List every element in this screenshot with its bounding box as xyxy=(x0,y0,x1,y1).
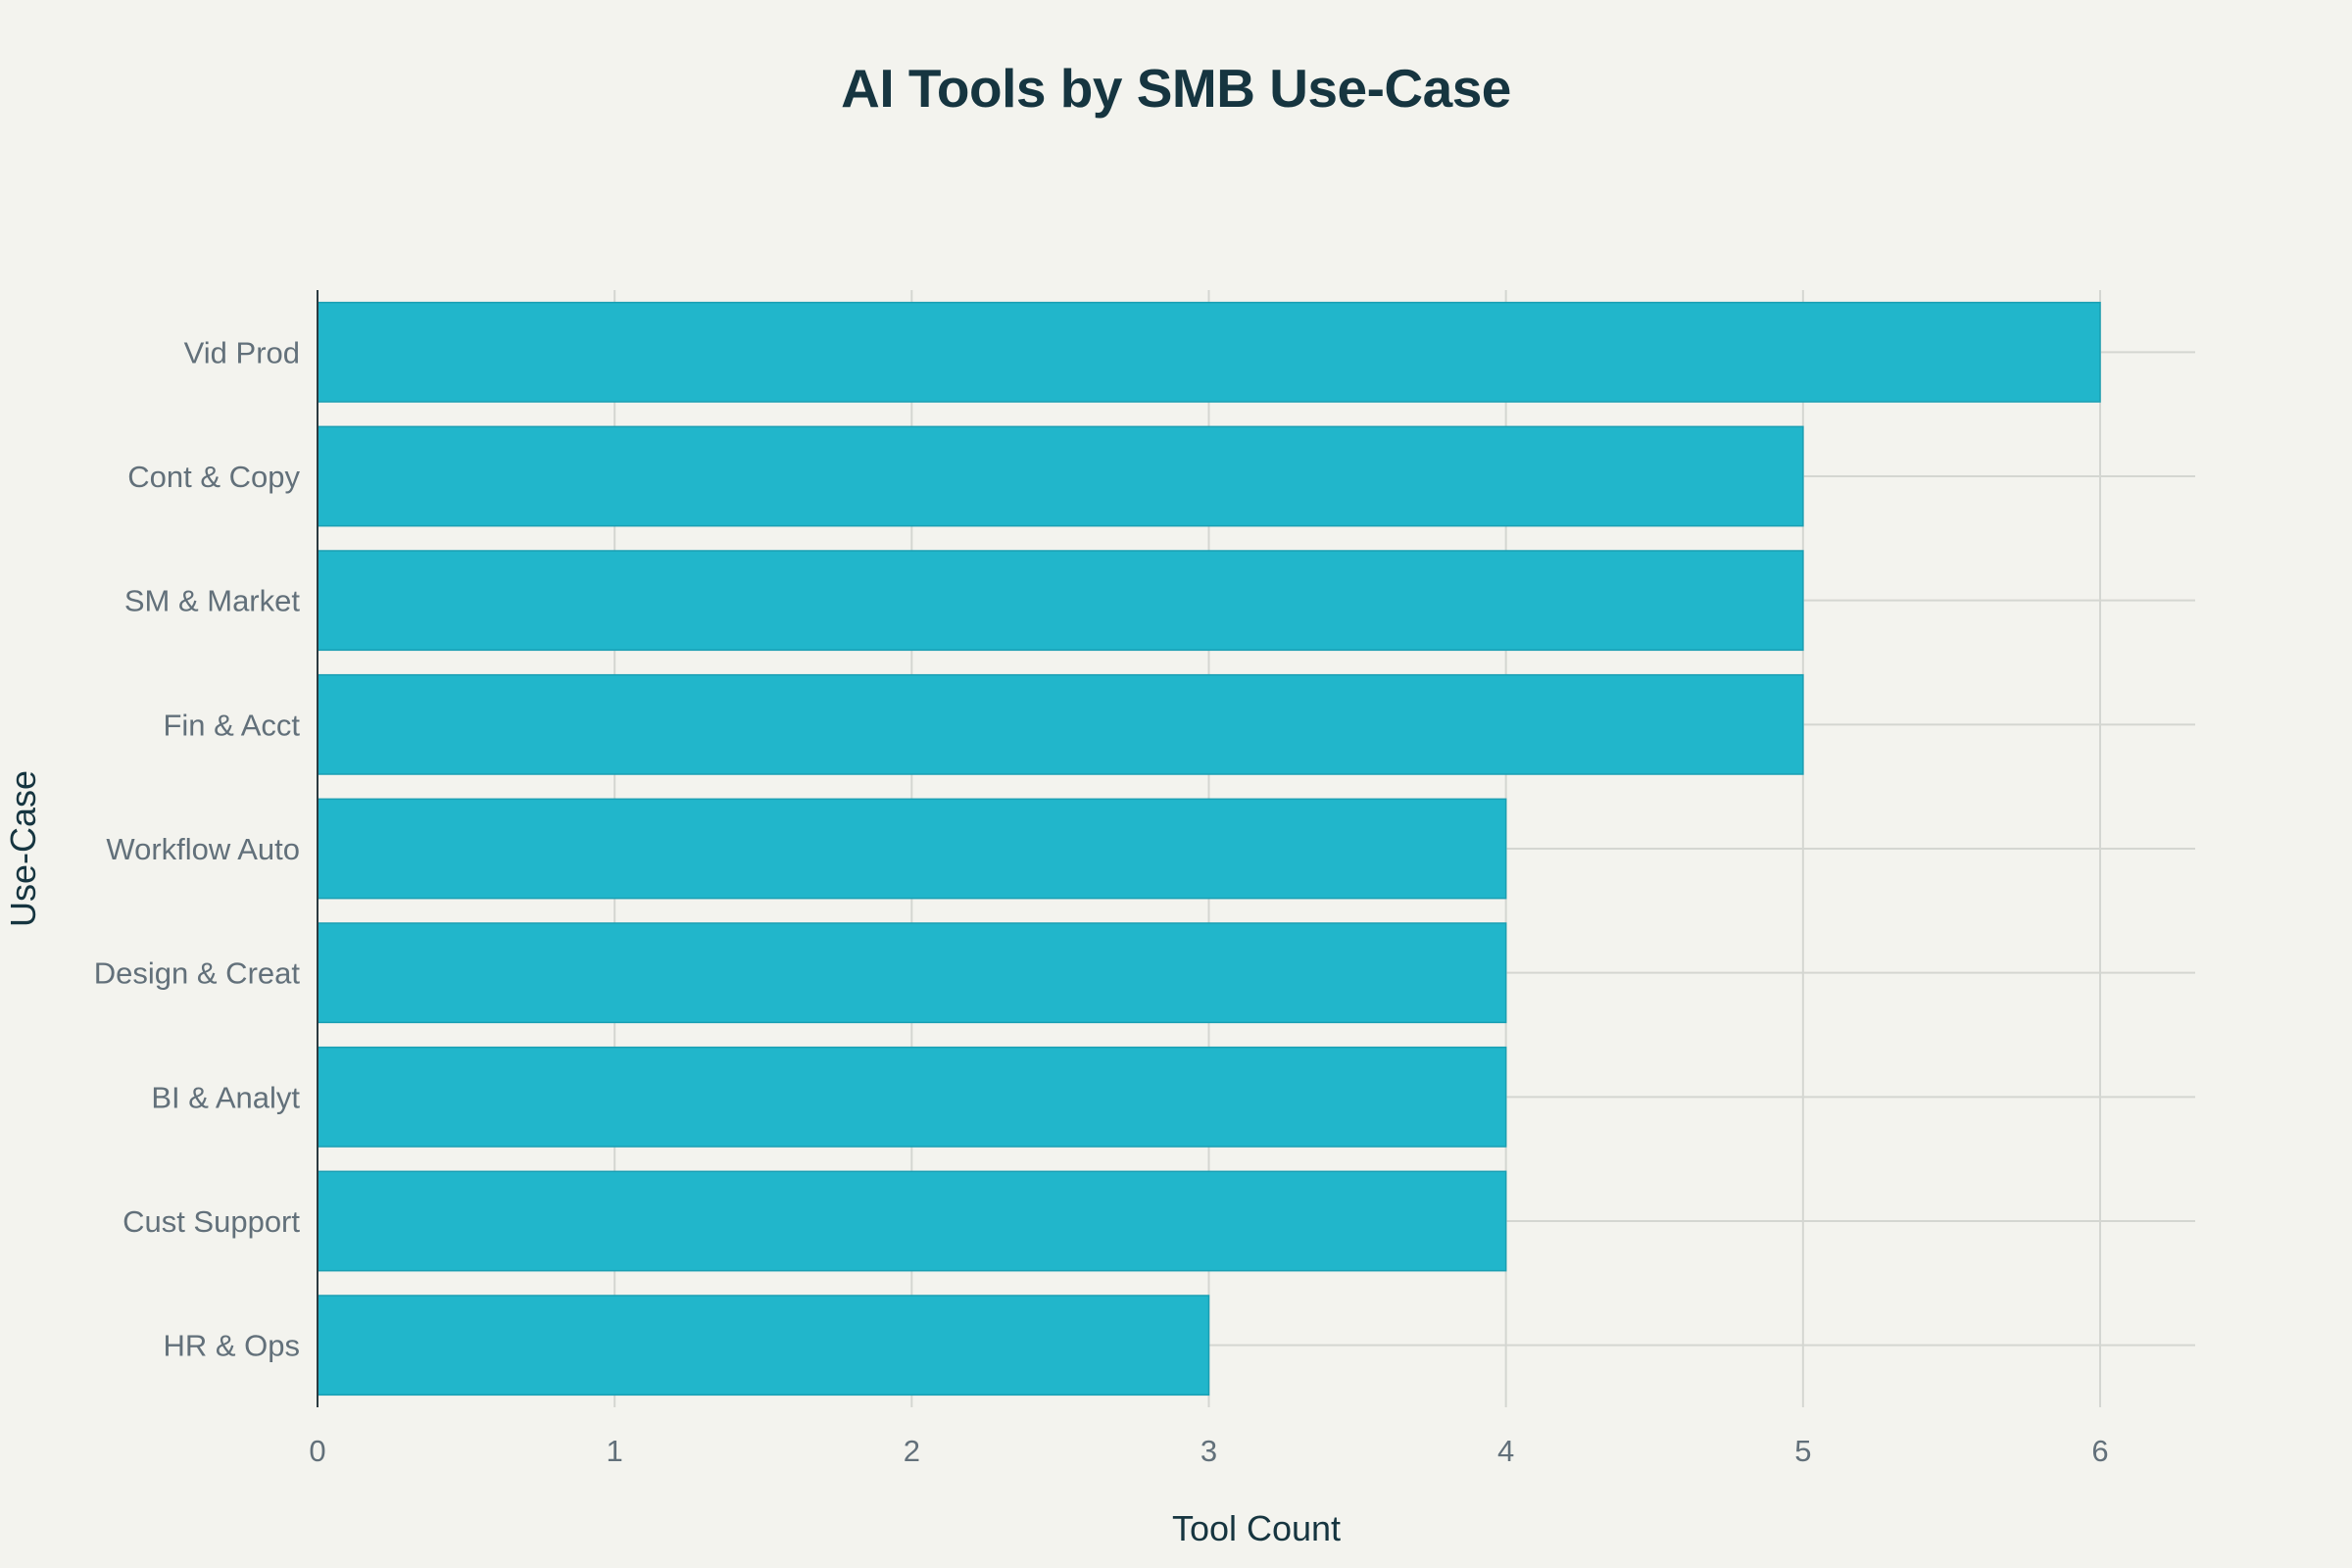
bar xyxy=(317,550,1804,652)
tick-labels: 0 1 2 3 4 5 6 Vid Prod Cont & Copy SM & Market Fin… xyxy=(94,335,2109,1468)
bar xyxy=(317,1046,1507,1148)
bar xyxy=(317,922,1507,1024)
y-tick-label: Fin & Acct xyxy=(163,708,300,742)
x-tick-label: 5 xyxy=(1794,1434,1811,1468)
bar xyxy=(317,1295,1210,1396)
bar xyxy=(317,798,1507,900)
bar xyxy=(317,673,1804,775)
bar xyxy=(317,425,1804,527)
y-tick-label: Workflow Auto xyxy=(106,832,300,866)
chart-title: AI Tools by SMB Use-Case xyxy=(841,58,1511,119)
x-tick-label: 1 xyxy=(607,1434,623,1468)
y-tick-label: BI & Analyt xyxy=(151,1080,300,1114)
x-tick-label: 0 xyxy=(309,1434,325,1468)
y-tick-label: SM & Market xyxy=(124,584,301,618)
bars xyxy=(317,301,2101,1396)
bar xyxy=(317,1170,1507,1272)
x-tick-label: 2 xyxy=(904,1434,920,1468)
y-tick-label: HR & Ops xyxy=(163,1329,300,1363)
x-axis-title: Tool Count xyxy=(1172,1508,1341,1548)
bar xyxy=(317,301,2101,403)
y-axis-title: Use-Case xyxy=(3,770,43,927)
y-tick-label: Design & Creat xyxy=(94,956,301,991)
x-tick-label: 3 xyxy=(1200,1434,1217,1468)
x-tick-label: 4 xyxy=(1497,1434,1514,1468)
y-tick-label: Vid Prod xyxy=(184,335,300,369)
y-tick-label: Cont & Copy xyxy=(127,460,300,494)
x-tick-label: 6 xyxy=(2091,1434,2108,1468)
y-tick-label: Cust Support xyxy=(122,1204,300,1239)
